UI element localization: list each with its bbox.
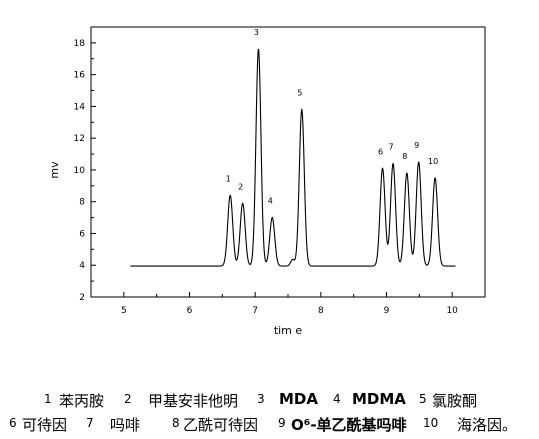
legend-2-name: 甲基安非他明 (148, 392, 239, 410)
legend-10-name: 海洛因。 (457, 416, 518, 434)
y-tick-label: 12 (74, 134, 85, 144)
y-tick-label: 14 (74, 102, 86, 112)
peak-label: 4 (268, 197, 273, 206)
legend-7-number: 7 (86, 416, 94, 430)
legend-9-name: O⁶-单乙酰基吗啡 (291, 416, 407, 434)
peak-label: 2 (238, 182, 243, 191)
peak-label: 8 (402, 152, 407, 161)
x-tick-label: 7 (252, 306, 258, 316)
legend-1-name: 苯丙胺 (59, 392, 105, 410)
x-axis-ticks: 5 6 7 8 9 10 (90, 292, 486, 316)
chromatogram-trace (130, 48, 456, 267)
peak-label: 6 (378, 147, 383, 156)
y-tick-label: 4 (79, 261, 85, 271)
x-tick-label: 8 (318, 306, 324, 316)
y-tick-label: 10 (74, 166, 86, 176)
legend-10-number: 10 (423, 416, 439, 430)
x-tick-label: 9 (384, 306, 390, 316)
y-tick-label: 8 (79, 198, 85, 208)
legend-2-number: 2 (124, 392, 132, 406)
x-tick-label: 6 (187, 306, 193, 316)
y-axis-ticks: 2 4 6 8 10 12 14 16 18 (74, 39, 96, 303)
plot-frame (90, 26, 486, 298)
y-axis-label: mv (48, 161, 61, 179)
peak-label: 1 (226, 174, 231, 183)
x-tick-label: 5 (121, 306, 127, 316)
peak-label: 5 (297, 89, 302, 98)
x-axis-label: tim e (274, 324, 303, 337)
legend-8-number: 8 (172, 416, 180, 430)
legend-5-number: 5 (419, 392, 427, 406)
y-tick-label: 18 (74, 39, 86, 49)
legend-3-name: MDA (279, 390, 318, 408)
peak-label: 9 (414, 141, 419, 150)
peak-label: 7 (389, 143, 394, 152)
legend-6-number: 6 (9, 416, 17, 430)
legend-8-name: 乙酰可待因 (183, 416, 259, 434)
y-tick-label: 6 (79, 229, 85, 239)
peak-label: 3 (254, 28, 259, 37)
legend-9-number: 9 (278, 416, 286, 430)
legend-4-name: MDMA (352, 390, 406, 408)
y-tick-label: 2 (79, 293, 85, 303)
legend-3-number: 3 (257, 392, 265, 406)
legend-7-name: 吗啡 (110, 416, 141, 434)
peak-label: 10 (428, 157, 438, 166)
y-tick-label: 16 (74, 71, 86, 81)
x-tick-label: 10 (446, 306, 458, 316)
legend-5-name: 氯胺酮 (432, 392, 478, 410)
legend-4-number: 4 (333, 392, 341, 406)
legend-1-number: 1 (44, 392, 52, 406)
legend-6-name: 可待因 (22, 416, 68, 434)
